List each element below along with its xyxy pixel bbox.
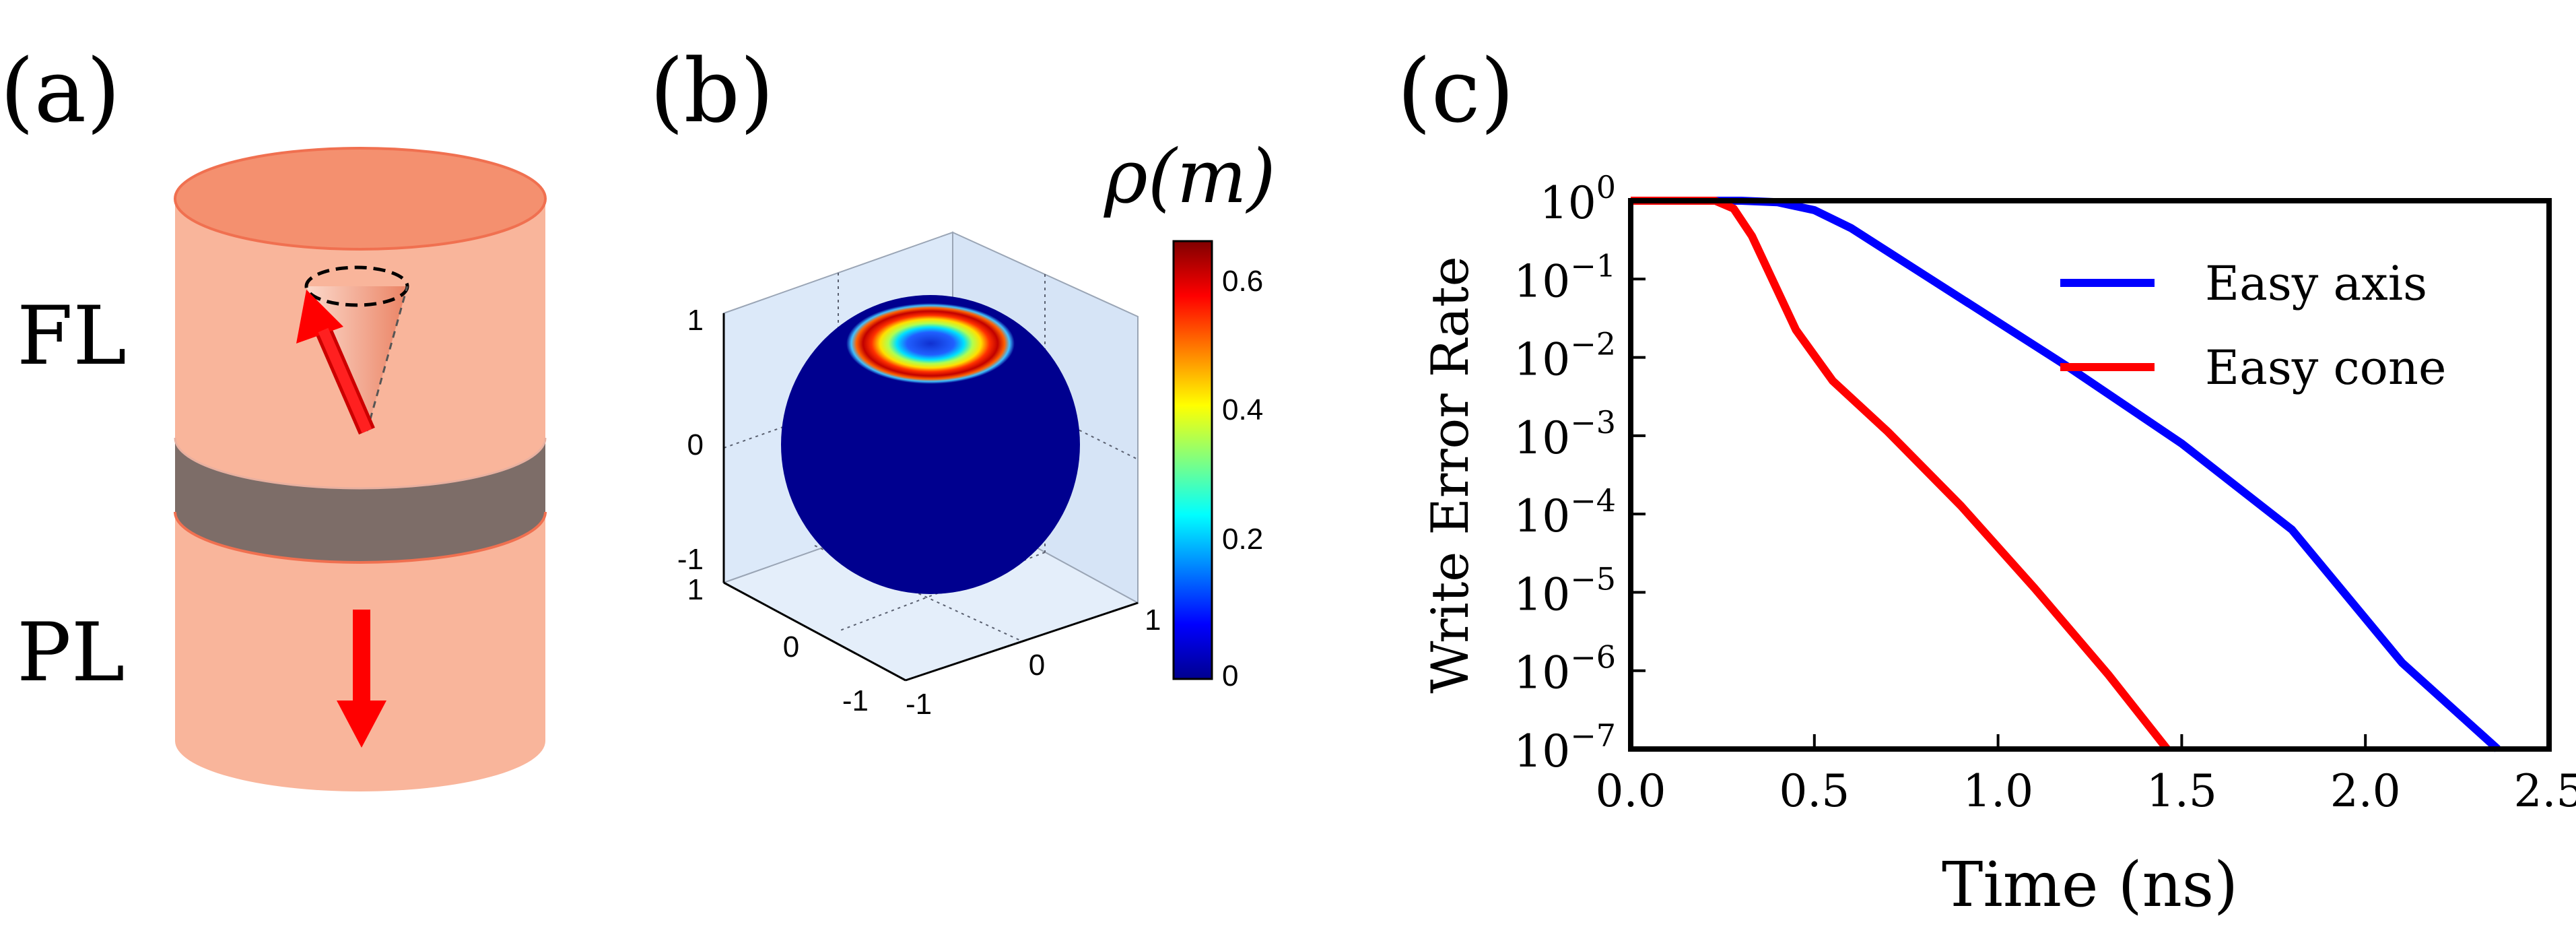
write-error-rate-chart: 0.0 0.5 1.0 1.5 2.0 2.5 10010−110−210−310−410… <box>1420 169 2576 921</box>
x-tick-label: 1.5 <box>2146 765 2217 817</box>
panel-c: (c) 0.0 0.5 1.0 1.5 2.0 2.5 10010−110−210−310… <box>1397 40 2576 921</box>
legend: Easy axis Easy cone <box>2060 256 2446 395</box>
y-axis-ticks: 100 10−1 10−2 10−3 10−4 10−5 10−6 10−7 <box>1514 169 1646 777</box>
y-tick-0: 0 <box>1029 649 1045 682</box>
y-tick-label: 10−6 <box>1514 639 1616 699</box>
x-tick-label: 2.0 <box>2330 765 2401 817</box>
colorbar-title: ρ(m) <box>1104 133 1276 220</box>
x-tick-label: 0.0 <box>1596 765 1666 817</box>
x-tick-0: 0 <box>783 630 799 663</box>
z-tick-minus1: -1 <box>677 543 704 576</box>
colorbar-tick-0: 0 <box>1222 659 1238 692</box>
z-tick-0: 0 <box>687 428 704 461</box>
sphere-axis-ticks: 1 0 -1 1 0 -1 -1 0 1 <box>677 304 1161 721</box>
legend-label-easy-cone: Easy cone <box>2205 340 2446 395</box>
probability-sphere <box>781 295 1080 594</box>
colorbar-tick-0-4: 0.4 <box>1222 393 1263 426</box>
y-tick-label: 10−1 <box>1514 247 1616 307</box>
y-tick-1: 1 <box>1145 604 1161 637</box>
y-tick-label: 10−5 <box>1514 560 1616 620</box>
colorbar-tick-0-6: 0.6 <box>1222 265 1263 298</box>
panel-b-label: (b) <box>650 40 774 142</box>
legend-label-easy-axis: Easy axis <box>2205 256 2427 311</box>
pinned-layer-label: PL <box>17 606 125 700</box>
panel-b: (b) <box>650 40 1276 721</box>
y-tick-label: 10−2 <box>1514 326 1616 386</box>
y-tick-label: 100 <box>1540 169 1616 229</box>
y-tick-label: 10−3 <box>1514 404 1616 464</box>
x-tick-label: 2.5 <box>2514 765 2576 817</box>
x-tick-label: 1.0 <box>1963 765 2033 817</box>
y-tick-label: 10−4 <box>1514 482 1616 542</box>
colorbar-tick-0-2: 0.2 <box>1222 523 1263 556</box>
plot-frame <box>1628 198 2552 752</box>
panel-a: (a) F <box>0 40 547 791</box>
x-axis-ticks: 0.0 0.5 1.0 1.5 2.0 2.5 <box>1596 734 2576 817</box>
z-tick-1: 1 <box>687 304 704 337</box>
panel-c-label: (c) <box>1397 40 1514 142</box>
x-tick-1: 1 <box>687 573 704 606</box>
pinned-layer-magnetization-arrow <box>337 610 386 748</box>
y-tick-label: 10−7 <box>1514 717 1616 777</box>
series-line-easy-cone <box>1631 197 2171 752</box>
free-layer-magnetization-arrow <box>296 290 375 435</box>
x-tick-label: 0.5 <box>1779 765 1850 817</box>
y-axis-label: Write Error Rate <box>1420 256 1480 693</box>
colorbar: ρ(m) 0 0.2 0.4 0.6 <box>1104 133 1276 692</box>
free-layer-label: FL <box>17 290 127 383</box>
x-tick-minus1: -1 <box>842 684 869 717</box>
y-tick-minus1: -1 <box>906 688 932 721</box>
cylinder-top-face <box>174 147 547 251</box>
x-axis-label: Time (ns) <box>1942 849 2238 921</box>
panel-a-label: (a) <box>0 40 121 142</box>
